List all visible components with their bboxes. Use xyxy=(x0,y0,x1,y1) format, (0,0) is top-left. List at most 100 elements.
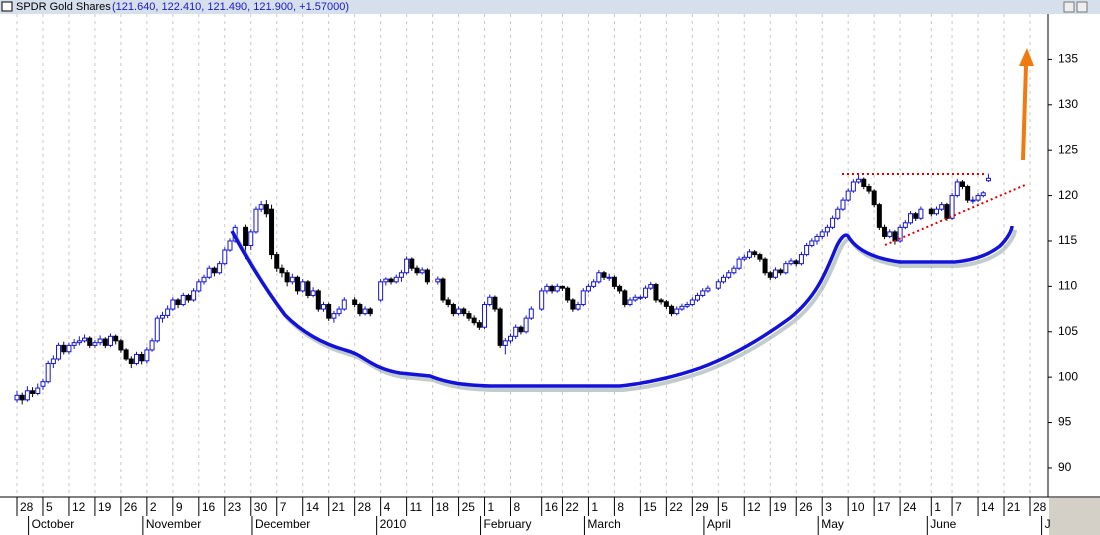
y-tick-label: 95 xyxy=(1058,415,1072,429)
candle-body xyxy=(674,308,680,315)
candle-body xyxy=(814,235,820,242)
candle-body xyxy=(383,278,389,283)
candle-body xyxy=(601,272,607,278)
candle-body xyxy=(336,308,342,315)
corner xyxy=(1049,498,1100,535)
candle-body xyxy=(398,272,404,278)
chart-title: SPDR Gold Shares xyxy=(16,1,111,13)
candle-body xyxy=(902,222,908,228)
x-tick-label: 10 xyxy=(851,500,865,514)
x-tick-label: 7 xyxy=(955,500,962,514)
candle-body xyxy=(45,363,51,383)
candle-body xyxy=(30,390,36,394)
candle-body xyxy=(715,281,721,289)
y-tick-label: 100 xyxy=(1058,369,1078,383)
candle-body xyxy=(305,281,311,296)
candle-body xyxy=(217,263,223,274)
candle-body xyxy=(154,317,160,342)
candle-body xyxy=(835,208,841,219)
candle-body xyxy=(913,213,919,219)
candle-body xyxy=(440,278,446,301)
candle-body xyxy=(71,342,77,346)
x-tick-label: 22 xyxy=(669,500,683,514)
candle-body xyxy=(684,304,690,307)
candle-body xyxy=(315,290,321,310)
candle-body xyxy=(856,178,862,183)
candle-body xyxy=(689,299,695,306)
x-tick-label: 24 xyxy=(903,500,917,514)
candle-body xyxy=(40,381,46,387)
candle-body xyxy=(482,304,488,328)
candle-body xyxy=(783,263,789,274)
x-tick-label: 28 xyxy=(20,500,34,514)
x-tick-label: 2 xyxy=(150,500,157,514)
candle-body xyxy=(606,276,612,279)
candle-body xyxy=(56,344,62,360)
candle-body xyxy=(861,178,867,188)
candle-body xyxy=(939,204,945,210)
candle-body xyxy=(975,195,981,201)
annotations xyxy=(230,48,1034,392)
candle-body xyxy=(19,394,25,401)
y-tick-label: 110 xyxy=(1058,279,1077,293)
restore-button[interactable] xyxy=(1063,1,1075,13)
candle-body xyxy=(497,308,503,346)
month-label: November xyxy=(146,517,201,531)
candle-body xyxy=(736,258,742,269)
candle-body xyxy=(554,285,560,292)
close-button[interactable] xyxy=(1076,1,1088,13)
candle-body xyxy=(253,208,259,233)
candle-body xyxy=(840,199,846,210)
title-bar: SPDR Gold Shares (121.640, 122.410, 121.… xyxy=(0,0,1100,14)
candle-body xyxy=(897,226,903,242)
candle-body xyxy=(559,285,565,289)
candle-body xyxy=(679,305,685,310)
candle-body xyxy=(695,294,701,301)
x-tick-label: 5 xyxy=(721,500,728,514)
candle-body xyxy=(539,290,545,310)
x-tick-label: 15 xyxy=(643,500,657,514)
x-tick-label: 21 xyxy=(332,500,346,514)
month-label: March xyxy=(587,517,620,531)
candle-body xyxy=(180,294,186,306)
y-tick-label: 135 xyxy=(1058,52,1078,66)
candle-body xyxy=(954,181,960,197)
y-tick-label: 90 xyxy=(1058,460,1072,474)
candle-body xyxy=(908,213,914,224)
candle-body xyxy=(378,281,384,301)
candle-body xyxy=(165,308,171,316)
candle-body xyxy=(959,181,965,187)
candle-body xyxy=(565,287,571,301)
candle-body xyxy=(461,308,467,315)
candle-body xyxy=(326,304,332,319)
candle-body xyxy=(87,337,93,346)
candle-body xyxy=(627,299,633,306)
candle-body xyxy=(243,226,249,247)
x-tick-label: 22 xyxy=(565,500,579,514)
candle-body xyxy=(622,290,628,306)
candle-body xyxy=(778,269,784,274)
candle-body xyxy=(752,251,758,256)
candle-body xyxy=(456,308,462,315)
candle-body xyxy=(170,299,176,310)
candle-body xyxy=(149,340,155,351)
x-tick-label: 28 xyxy=(358,500,372,514)
candle-body xyxy=(866,186,872,192)
candle-body xyxy=(414,267,420,274)
candle-body xyxy=(949,195,955,219)
x-tick-label: 5 xyxy=(46,500,53,514)
candle-body xyxy=(419,269,425,274)
x-tick-label: 30 xyxy=(254,500,268,514)
y-tick-label: 120 xyxy=(1058,188,1078,202)
candle-body xyxy=(648,284,654,289)
candle-body xyxy=(404,258,410,274)
candle-body xyxy=(585,285,591,292)
candle-body xyxy=(263,204,269,215)
month-label: December xyxy=(255,517,310,531)
candle-body xyxy=(227,240,233,251)
x-tick-label: 16 xyxy=(202,500,216,514)
month-label: October xyxy=(32,517,75,531)
candle-body xyxy=(746,251,752,258)
candle-body xyxy=(97,338,103,344)
candle-body xyxy=(76,340,82,344)
